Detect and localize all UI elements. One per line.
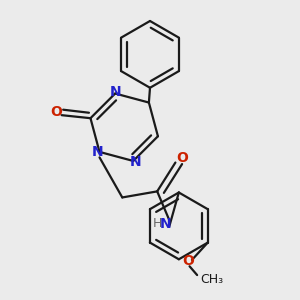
Text: O: O [182,254,194,268]
Text: N: N [160,217,172,231]
Text: CH₃: CH₃ [200,273,223,286]
Text: N: N [110,85,121,99]
Text: O: O [176,151,188,165]
Text: O: O [50,105,62,119]
Text: N: N [92,145,104,159]
Text: N: N [130,155,142,170]
Text: H: H [152,218,162,230]
